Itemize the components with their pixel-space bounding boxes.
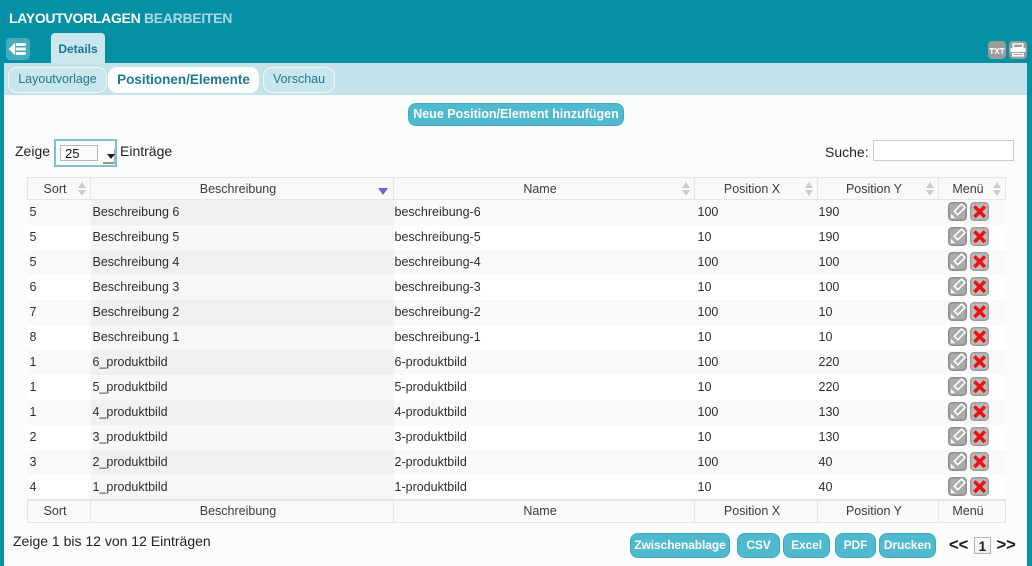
svg-text:TXT: TXT (989, 47, 1005, 56)
